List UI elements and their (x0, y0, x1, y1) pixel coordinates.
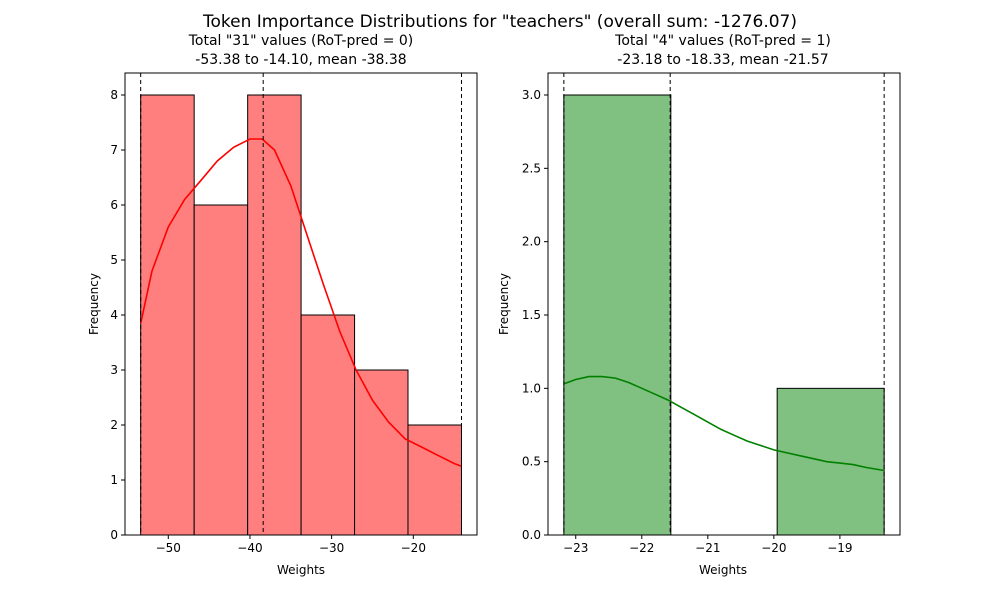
axes-frame (124, 72, 478, 536)
histogram-bar-0 (140, 94, 195, 536)
y-tick-label: 2 (110, 418, 118, 432)
y-tick-label: 5 (110, 253, 118, 267)
kde-curve (139, 138, 462, 468)
y-tick-label: 8 (110, 88, 118, 102)
kde-curve (563, 375, 885, 472)
left-panel-ylabel: Frequency (87, 273, 101, 335)
y-tick-label: 3 (110, 363, 118, 377)
left-panel: Total "31" values (RoT-pred = 0) -53.38 … (87, 33, 478, 577)
histogram-bar-3 (300, 314, 356, 536)
y-tick-label: 6 (110, 198, 118, 212)
y-tick-label: 1.5 (522, 308, 541, 322)
x-tick-label: −21 (695, 541, 720, 555)
left-panel-xlabel: Weights (277, 563, 325, 577)
histogram-bar-1 (193, 204, 249, 536)
x-tick-label: −50 (156, 541, 181, 555)
histogram-bar-4 (354, 369, 409, 536)
y-tick-label: 0.0 (522, 528, 541, 542)
right-panel-plot: −23 −22 −21 −20 −19 0.0 0.5 1.0 1.5 2.0 2.5 3.0 (522, 72, 901, 555)
right-panel-title-line1: Total "4" values (RoT-pred = 1) (614, 33, 831, 49)
x-tick-label: −40 (237, 541, 262, 555)
right-panel-title-line2: -23.18 to -18.33, mean -21.57 (617, 52, 828, 68)
y-tick-label: 4 (110, 308, 118, 322)
y-tick-label: 2.0 (522, 235, 541, 249)
y-tick-label: 2.5 (522, 161, 541, 175)
y-tick-label: 1.0 (522, 381, 541, 395)
figure-suptitle: Token Importance Distributions for "teac… (202, 12, 797, 32)
right-panel-xlabel: Weights (699, 563, 747, 577)
histogram-bar-2 (247, 94, 302, 536)
axes-frame (547, 72, 901, 536)
x-tick-label: −20 (401, 541, 426, 555)
x-tick-label: −30 (319, 541, 344, 555)
left-panel-title-line2: -53.38 to -14.10, mean -38.38 (195, 52, 406, 68)
y-tick-label: 0 (110, 528, 118, 542)
x-tick-label: −20 (761, 541, 786, 555)
x-tick-label: −19 (827, 541, 852, 555)
y-tick-label: 0.5 (522, 455, 541, 469)
right-panel-ylabel: Frequency (497, 273, 511, 335)
x-tick-label: −22 (629, 541, 654, 555)
left-panel-plot: −50 −40 −30 −20 0 1 2 3 4 5 6 7 8 (110, 72, 478, 555)
y-tick-label: 7 (110, 143, 118, 157)
histogram-bar-0 (563, 94, 672, 536)
y-tick-label: 3.0 (522, 88, 541, 102)
left-panel-title-line1: Total "31" values (RoT-pred = 0) (188, 33, 414, 49)
histogram-bar-5 (407, 424, 462, 536)
right-panel: Total "4" values (RoT-pred = 1) -23.18 t… (497, 33, 901, 577)
y-tick-label: 1 (110, 473, 118, 487)
x-tick-label: −23 (563, 541, 588, 555)
